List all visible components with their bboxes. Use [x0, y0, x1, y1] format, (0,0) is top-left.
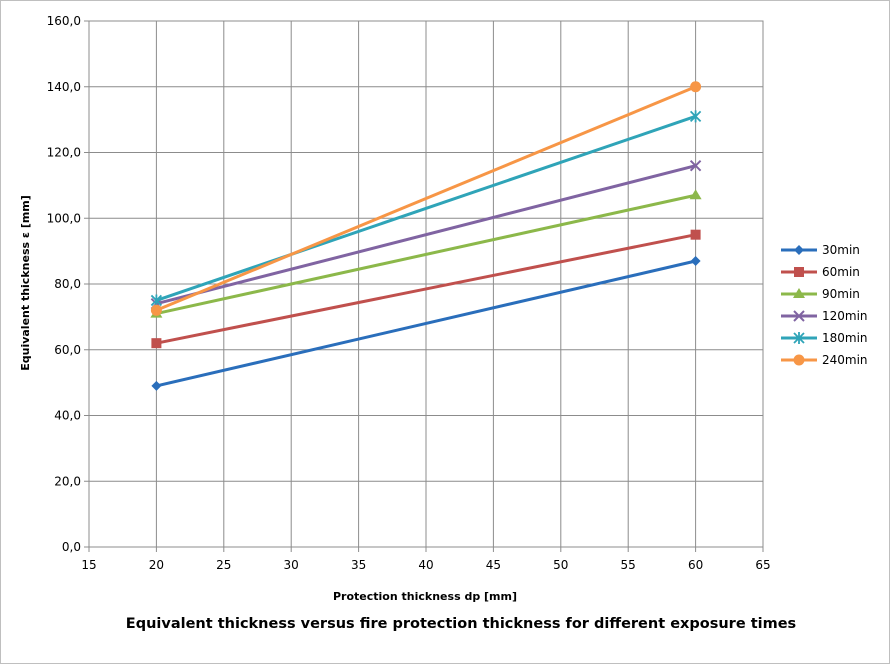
legend-label: 30min — [822, 243, 860, 257]
data-point — [151, 380, 162, 391]
y-tick-label: 100,0 — [47, 211, 81, 225]
series-line — [155, 114, 697, 302]
y-tick-label: 140,0 — [47, 80, 81, 94]
y-axis-title: Equivalent thickness ε [mm] — [19, 195, 32, 371]
x-tick-label: 50 — [553, 558, 568, 572]
y-tick-label: 120,0 — [47, 146, 81, 160]
legend-label: 180min — [822, 331, 868, 345]
series-60min — [151, 229, 701, 349]
axes — [84, 20, 764, 552]
legend-label: 60min — [822, 265, 860, 279]
x-tick-label: 45 — [486, 558, 501, 572]
series-30min — [151, 255, 701, 391]
data-point — [690, 81, 702, 93]
x-tick-label: 40 — [418, 558, 433, 572]
legend-item: 90min — [781, 287, 860, 301]
x-axis-title: Protection thickness dp [mm] — [333, 590, 517, 603]
series-line — [156, 259, 696, 388]
legend-marker — [794, 245, 804, 255]
legend-label: 120min — [822, 309, 868, 323]
y-tick-label: 80,0 — [54, 277, 81, 291]
x-tick-label: 60 — [688, 558, 703, 572]
data-point — [150, 294, 163, 307]
series-line — [156, 164, 696, 306]
x-tick-label: 20 — [149, 558, 164, 572]
chart-caption: Equivalent thickness versus fire protect… — [126, 616, 796, 632]
y-tick-label: 20,0 — [54, 474, 81, 488]
y-tick-labels: 0,0 20,0 40,0 60,0 80,0 100,0 120,0 140,0 160,0 — [47, 14, 81, 554]
series-240min — [150, 81, 702, 316]
x-tick-label: 15 — [81, 558, 96, 572]
y-tick-label: 160,0 — [47, 14, 81, 28]
data-point — [689, 110, 702, 123]
legend-marker — [794, 267, 804, 277]
legend-item: 180min — [781, 331, 868, 345]
legend-marker — [793, 288, 805, 298]
x-tick-label: 55 — [621, 558, 636, 572]
x-tick-label: 30 — [284, 558, 299, 572]
x-tick-label: 25 — [216, 558, 231, 572]
legend-item: 240min — [781, 353, 868, 367]
y-tick-label: 40,0 — [54, 409, 81, 423]
y-tick-label: 0,0 — [62, 540, 81, 554]
data-point — [150, 304, 162, 316]
legend-marker — [793, 332, 805, 344]
series-line — [155, 85, 697, 312]
legend-item: 30min — [781, 243, 860, 257]
legend-label: 240min — [822, 353, 868, 367]
data-point — [151, 338, 162, 349]
legend-marker — [793, 310, 805, 322]
series-lines — [150, 81, 702, 391]
legend-item: 60min — [781, 265, 860, 279]
x-tick-labels: 15 20 25 30 35 40 45 50 55 60 65 — [81, 558, 770, 572]
legend-label: 90min — [822, 287, 860, 301]
y-tick-label: 60,0 — [54, 343, 81, 357]
legend: 30min 60min 90min 120min 180min 240min — [781, 243, 868, 367]
data-point — [690, 229, 701, 240]
legend-marker — [793, 354, 805, 366]
series-line — [156, 193, 696, 316]
data-point — [689, 189, 702, 200]
series-180min — [150, 110, 702, 307]
data-point — [690, 255, 701, 266]
x-tick-label: 35 — [351, 558, 366, 572]
data-point — [689, 159, 702, 172]
x-tick-label: 65 — [755, 558, 770, 572]
series-line — [156, 233, 696, 345]
legend-item: 120min — [781, 309, 868, 323]
